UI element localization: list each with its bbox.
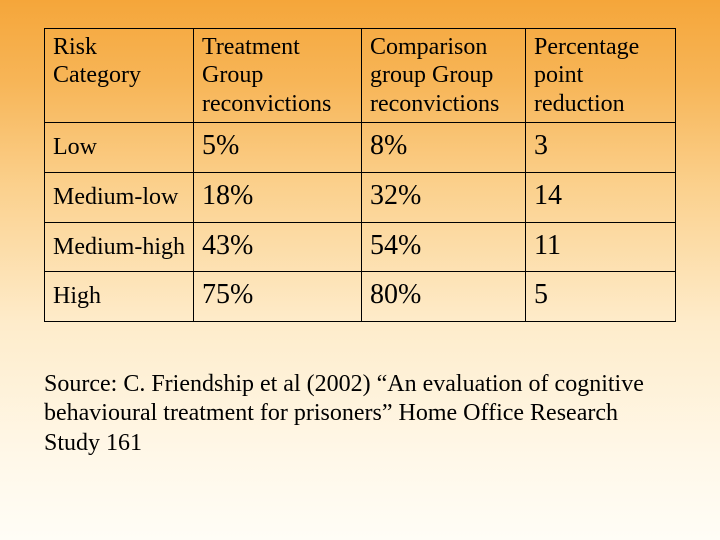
cell-reduction: 11 xyxy=(526,222,676,272)
table-row: High 75% 80% 5 xyxy=(45,272,676,322)
cell-comparison: 8% xyxy=(362,122,526,172)
cell-comparison: 32% xyxy=(362,172,526,222)
cell-reduction: 14 xyxy=(526,172,676,222)
source-citation: Source: C. Friendship et al (2002) “An e… xyxy=(44,370,676,458)
table-header-row: Risk Category Treatment Group reconvicti… xyxy=(45,29,676,123)
cell-treatment: 75% xyxy=(194,272,362,322)
table-row: Medium-high 43% 54% 11 xyxy=(45,222,676,272)
row-label: Medium-high xyxy=(45,222,194,272)
table-row: Low 5% 8% 3 xyxy=(45,122,676,172)
cell-reduction: 3 xyxy=(526,122,676,172)
cell-comparison: 54% xyxy=(362,222,526,272)
col-header-treatment: Treatment Group reconvictions xyxy=(194,29,362,123)
cell-reduction: 5 xyxy=(526,272,676,322)
row-label: Medium-low xyxy=(45,172,194,222)
col-header-comparison: Comparison group Group reconvictions xyxy=(362,29,526,123)
table-row: Medium-low 18% 32% 14 xyxy=(45,172,676,222)
cell-treatment: 43% xyxy=(194,222,362,272)
col-header-reduction: Percentage point reduction xyxy=(526,29,676,123)
slide: Risk Category Treatment Group reconvicti… xyxy=(0,0,720,540)
col-header-risk: Risk Category xyxy=(45,29,194,123)
row-label: Low xyxy=(45,122,194,172)
reconvictions-table: Risk Category Treatment Group reconvicti… xyxy=(44,28,676,322)
cell-treatment: 5% xyxy=(194,122,362,172)
cell-treatment: 18% xyxy=(194,172,362,222)
cell-comparison: 80% xyxy=(362,272,526,322)
row-label: High xyxy=(45,272,194,322)
